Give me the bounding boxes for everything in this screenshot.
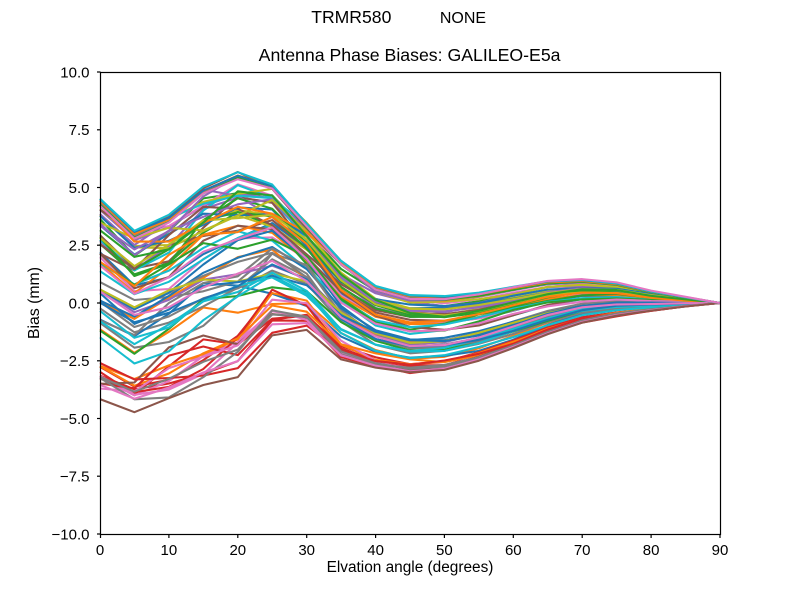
svg-text:5.0: 5.0 xyxy=(69,180,90,197)
svg-text:Bias (mm): Bias (mm) xyxy=(26,267,43,339)
svg-text:Elvation angle (degrees): Elvation angle (degrees) xyxy=(327,559,494,576)
svg-text:NONE: NONE xyxy=(440,10,486,27)
svg-text:2.5: 2.5 xyxy=(69,238,90,255)
svg-text:0.0: 0.0 xyxy=(69,295,90,312)
svg-text:10.0: 10.0 xyxy=(60,64,89,81)
svg-text:0: 0 xyxy=(96,542,104,559)
svg-text:90: 90 xyxy=(712,542,729,559)
svg-text:10: 10 xyxy=(161,542,178,559)
svg-text:−10.0: −10.0 xyxy=(52,526,90,543)
svg-text:40: 40 xyxy=(367,542,384,559)
svg-text:50: 50 xyxy=(436,542,453,559)
svg-text:−5.0: −5.0 xyxy=(60,411,90,428)
svg-text:−7.5: −7.5 xyxy=(60,469,90,486)
svg-text:20: 20 xyxy=(229,542,246,559)
svg-text:TRMR580: TRMR580 xyxy=(311,7,391,27)
svg-text:80: 80 xyxy=(643,542,660,559)
svg-text:Antenna Phase Biases: GALILEO-: Antenna Phase Biases: GALILEO-E5a xyxy=(259,45,561,65)
svg-text:−2.5: −2.5 xyxy=(60,353,90,370)
svg-text:30: 30 xyxy=(298,542,315,559)
svg-text:70: 70 xyxy=(574,542,591,559)
svg-text:60: 60 xyxy=(505,542,522,559)
svg-text:7.5: 7.5 xyxy=(69,122,90,139)
